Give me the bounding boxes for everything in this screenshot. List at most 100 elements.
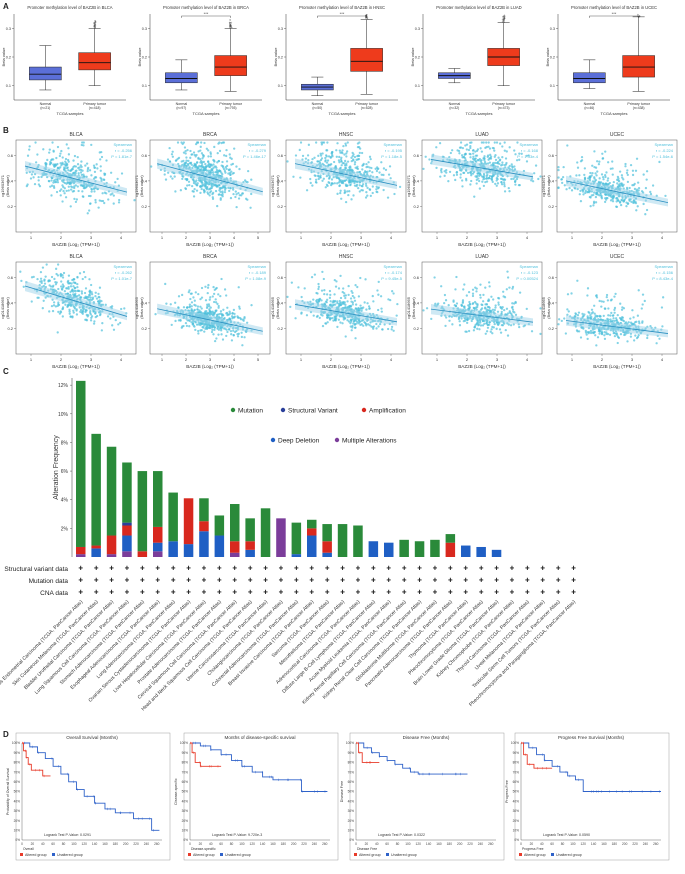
scatter-point [632, 316, 635, 319]
bar-data-plus: + [263, 576, 268, 585]
scatter-point [371, 171, 374, 174]
box-significance: *** [612, 11, 617, 16]
box-group-n: (n=528) [361, 106, 373, 110]
scatter-point [598, 160, 601, 163]
scatter-y-tick-label: 0.4 [277, 178, 283, 183]
scatter-point [486, 326, 490, 329]
scatter-point [191, 153, 194, 156]
scatter-point [231, 311, 234, 315]
scatter-point [603, 334, 606, 337]
scatter-point [223, 190, 227, 194]
scatter-point [337, 287, 341, 290]
scatter-point [205, 309, 208, 313]
scatter-point [292, 175, 295, 178]
bar-segment [76, 546, 86, 555]
scatter-point [169, 303, 172, 306]
scatter-point [582, 314, 585, 318]
scatter-point [315, 299, 318, 302]
km-x-tick-label: 260 [154, 842, 160, 846]
scatter-point [344, 144, 348, 147]
scatter-point [637, 289, 640, 292]
bar-data-plus: + [202, 576, 207, 585]
scatter-point [611, 200, 615, 203]
scatter-point [422, 167, 425, 171]
scatter-point [382, 167, 386, 170]
scatter-point [339, 158, 343, 161]
bar-data-plus: + [525, 564, 530, 573]
scatter-point [598, 194, 601, 197]
scatter-point [238, 307, 241, 310]
scatter-point [501, 156, 504, 159]
scatter-y-label-unit: (Beta value) [275, 175, 280, 197]
scatter-point [307, 143, 311, 146]
bar-data-plus: + [309, 588, 314, 597]
scatter-point [241, 344, 244, 347]
scatter-point [577, 330, 581, 333]
scatter-point [83, 291, 87, 295]
bar-segment [399, 539, 409, 557]
scatter-point [598, 330, 601, 333]
scatter-y-label: cg01418665 [134, 296, 139, 319]
scatter-frame [15, 261, 137, 355]
scatter-x-tick-label: 2 [185, 235, 188, 240]
scatter-point [216, 302, 219, 306]
scatter-point [594, 201, 598, 204]
scatter-point [649, 192, 653, 196]
scatter-point [443, 301, 446, 305]
scatter-point [210, 184, 213, 187]
scatter-point [62, 168, 66, 171]
box-title: Promoter methylation level of BAZ2B in H… [299, 5, 385, 10]
scatter-point [71, 316, 74, 319]
scatter-point [371, 294, 374, 298]
scatter-point [365, 191, 368, 194]
scatter-point [475, 322, 479, 325]
scatter-point [374, 167, 377, 170]
scatter-rho: r = -0.123 [521, 270, 539, 275]
scatter-point [629, 335, 633, 338]
bar-data-plus: + [525, 576, 530, 585]
scatter-point [46, 158, 49, 162]
scatter-regression-line [24, 285, 128, 317]
scatter-point [502, 181, 506, 184]
scatter-point [494, 304, 497, 307]
scatter-point [567, 310, 570, 313]
km-x-tick-label: 160 [102, 842, 108, 846]
scatter-point [73, 165, 76, 168]
scatter-point [214, 184, 217, 187]
scatter-point [333, 182, 336, 185]
scatter-point [362, 162, 365, 166]
scatter-x-tick-label: 1 [30, 235, 33, 240]
scatter-point [317, 287, 320, 291]
scatter-x-tick-label: 3 [496, 357, 499, 362]
bar-segment [307, 519, 317, 529]
scatter-point [94, 295, 97, 298]
scatter-point [392, 292, 395, 295]
scatter-point [75, 169, 78, 172]
scatter-point [317, 298, 321, 301]
scatter-point [117, 323, 120, 326]
scatter-point [369, 157, 372, 161]
scatter-point [48, 151, 51, 154]
scatter-point [383, 323, 386, 326]
box-y-label: Beta value [545, 47, 550, 67]
bar-data-plus: + [248, 564, 253, 573]
scatter-point [458, 324, 462, 327]
box-outlier [501, 18, 504, 21]
scatter-point [505, 307, 509, 310]
scatter-x-tick-label: 4 [661, 357, 664, 362]
scatter-point [598, 332, 601, 335]
scatter-point [213, 328, 216, 332]
scatter-point [471, 292, 475, 295]
scatter-point [582, 327, 585, 330]
scatter-point [531, 180, 535, 183]
scatter-point [610, 298, 613, 301]
scatter-point [333, 315, 336, 318]
scatter-point [174, 190, 177, 193]
scatter-point [619, 203, 623, 207]
scatter-point [332, 299, 335, 303]
scatter-point [561, 175, 565, 179]
scatter-point [177, 156, 181, 160]
scatter-point [576, 314, 580, 317]
scatter-point [353, 326, 357, 329]
scatter-point [328, 289, 332, 293]
